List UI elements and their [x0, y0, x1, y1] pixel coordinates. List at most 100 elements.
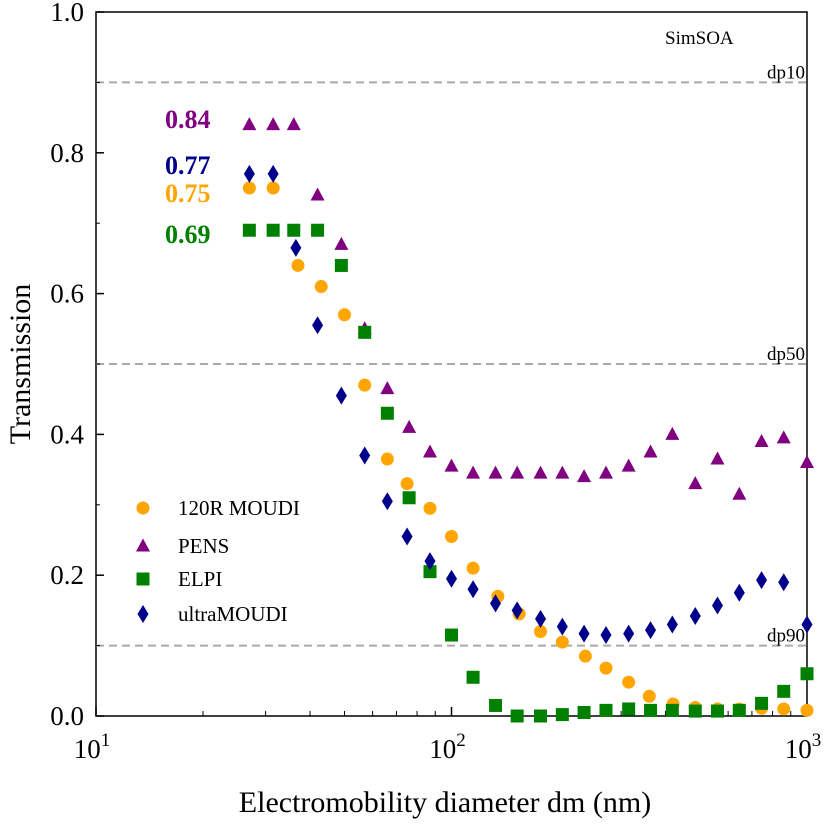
circle-data-point — [599, 661, 613, 675]
triangle-data-point — [710, 451, 725, 465]
triangle-data-point — [380, 381, 395, 395]
square-data-point — [242, 223, 256, 237]
circle-data-point — [622, 675, 636, 689]
reference-line-label: dp10 — [767, 62, 805, 83]
square-data-point — [800, 667, 814, 681]
y-tick-label: 1.0 — [50, 0, 84, 27]
x-tick-label: 103 — [785, 730, 822, 764]
circle-data-point — [314, 280, 328, 294]
square-data-point — [466, 670, 480, 684]
triangle-data-point — [533, 465, 548, 479]
legend-triangle-marker — [136, 538, 150, 552]
legend-label: ultraMOUDI — [178, 602, 288, 626]
triangle-data-point — [688, 476, 703, 490]
diamond-data-point — [467, 580, 479, 599]
square-data-point — [644, 703, 658, 717]
square-data-point — [710, 704, 724, 718]
circle-data-point — [578, 649, 592, 663]
diamond-data-point — [535, 609, 547, 628]
legend-square-marker — [136, 572, 150, 586]
square-data-point — [534, 709, 548, 723]
triangle-data-point — [444, 458, 459, 472]
diamond-data-point — [645, 621, 657, 640]
y-tick-label: 0.2 — [50, 560, 84, 590]
legend-item: PENS — [136, 534, 229, 558]
square-data-point — [622, 702, 636, 716]
square-data-point — [665, 703, 679, 717]
x-tick-exponent: 2 — [456, 730, 466, 751]
diamond-data-point — [312, 316, 324, 335]
triangle-data-point — [555, 465, 570, 479]
legend-item: ultraMOUDI — [137, 602, 288, 626]
circle-data-point — [242, 181, 256, 195]
square-data-point — [777, 684, 791, 698]
reference-line-label: dp50 — [767, 344, 805, 365]
triangle-data-point — [266, 117, 281, 131]
circle-data-point — [642, 689, 656, 703]
square-data-point — [755, 696, 769, 710]
diamond-data-point — [578, 624, 590, 643]
diamond-data-point — [778, 573, 790, 592]
square-data-point — [380, 406, 394, 420]
square-data-point — [555, 708, 569, 722]
x-axis: 101 102 103 — [74, 707, 822, 764]
triangle-data-point — [754, 433, 769, 447]
diamond-data-point — [490, 594, 502, 613]
circle-data-point — [445, 529, 458, 543]
x-tick-exponent: 1 — [101, 730, 111, 751]
legend-item: 120R MOUDI — [136, 496, 300, 520]
square-data-point — [334, 258, 348, 272]
square-data-point — [423, 565, 437, 579]
diamond-data-point — [711, 596, 723, 615]
value-label: 0.69 — [165, 220, 211, 249]
triangle-data-point — [643, 444, 658, 458]
diamond-data-point — [733, 583, 745, 602]
square-data-point — [266, 223, 280, 237]
y-axis-title: Transmission — [4, 284, 37, 445]
diamond-data-point — [424, 552, 436, 571]
triangle-data-point — [310, 187, 325, 201]
diamond-data-point — [689, 607, 701, 626]
square-data-point — [358, 325, 372, 339]
triangle-data-point — [286, 117, 301, 131]
legend-label: PENS — [178, 534, 229, 558]
y-tick-label: 0.6 — [50, 279, 84, 309]
circle-data-point — [266, 181, 280, 195]
y-tick-label: 0.0 — [50, 701, 84, 731]
diamond-data-point — [801, 615, 813, 634]
y-axis: 0.0 0.2 0.4 0.6 0.8 1.0 — [50, 0, 104, 731]
x-tick-label: 102 — [429, 730, 466, 764]
triangle-data-point — [776, 430, 791, 444]
circle-data-point — [534, 625, 548, 639]
square-data-point — [510, 709, 524, 723]
triangle-data-point — [334, 236, 349, 250]
square-data-point — [577, 705, 591, 719]
circle-data-point — [380, 452, 394, 466]
square-data-point — [599, 703, 613, 717]
triangle-data-point — [466, 465, 481, 479]
diamond-data-point — [623, 624, 635, 643]
legend: 120R MOUDI PENS ELPI ultraMOUDI — [136, 496, 300, 626]
triangle-data-point — [402, 419, 417, 433]
circle-data-point — [777, 702, 791, 716]
square-data-point — [732, 703, 746, 717]
y-tick-label: 0.4 — [50, 419, 84, 449]
value-label: 0.75 — [165, 179, 211, 208]
triangle-data-point — [510, 465, 525, 479]
legend-diamond-marker — [137, 605, 149, 623]
circle-data-point — [423, 501, 437, 515]
triangle-data-point — [665, 426, 680, 440]
triangle-data-point — [422, 444, 437, 458]
diamond-data-point — [756, 571, 768, 590]
circle-data-point — [466, 561, 480, 575]
x-tick-exponent: 3 — [812, 730, 822, 751]
circle-data-point — [291, 258, 305, 272]
value-label: 0.77 — [165, 151, 211, 180]
diamond-data-point — [267, 164, 279, 183]
legend-item: ELPI — [136, 567, 222, 591]
circle-data-point — [400, 477, 414, 491]
legend-circle-marker — [136, 501, 150, 515]
square-data-point — [402, 491, 416, 505]
x-axis-title: Electromobility diameter dm (nm) — [239, 786, 651, 819]
